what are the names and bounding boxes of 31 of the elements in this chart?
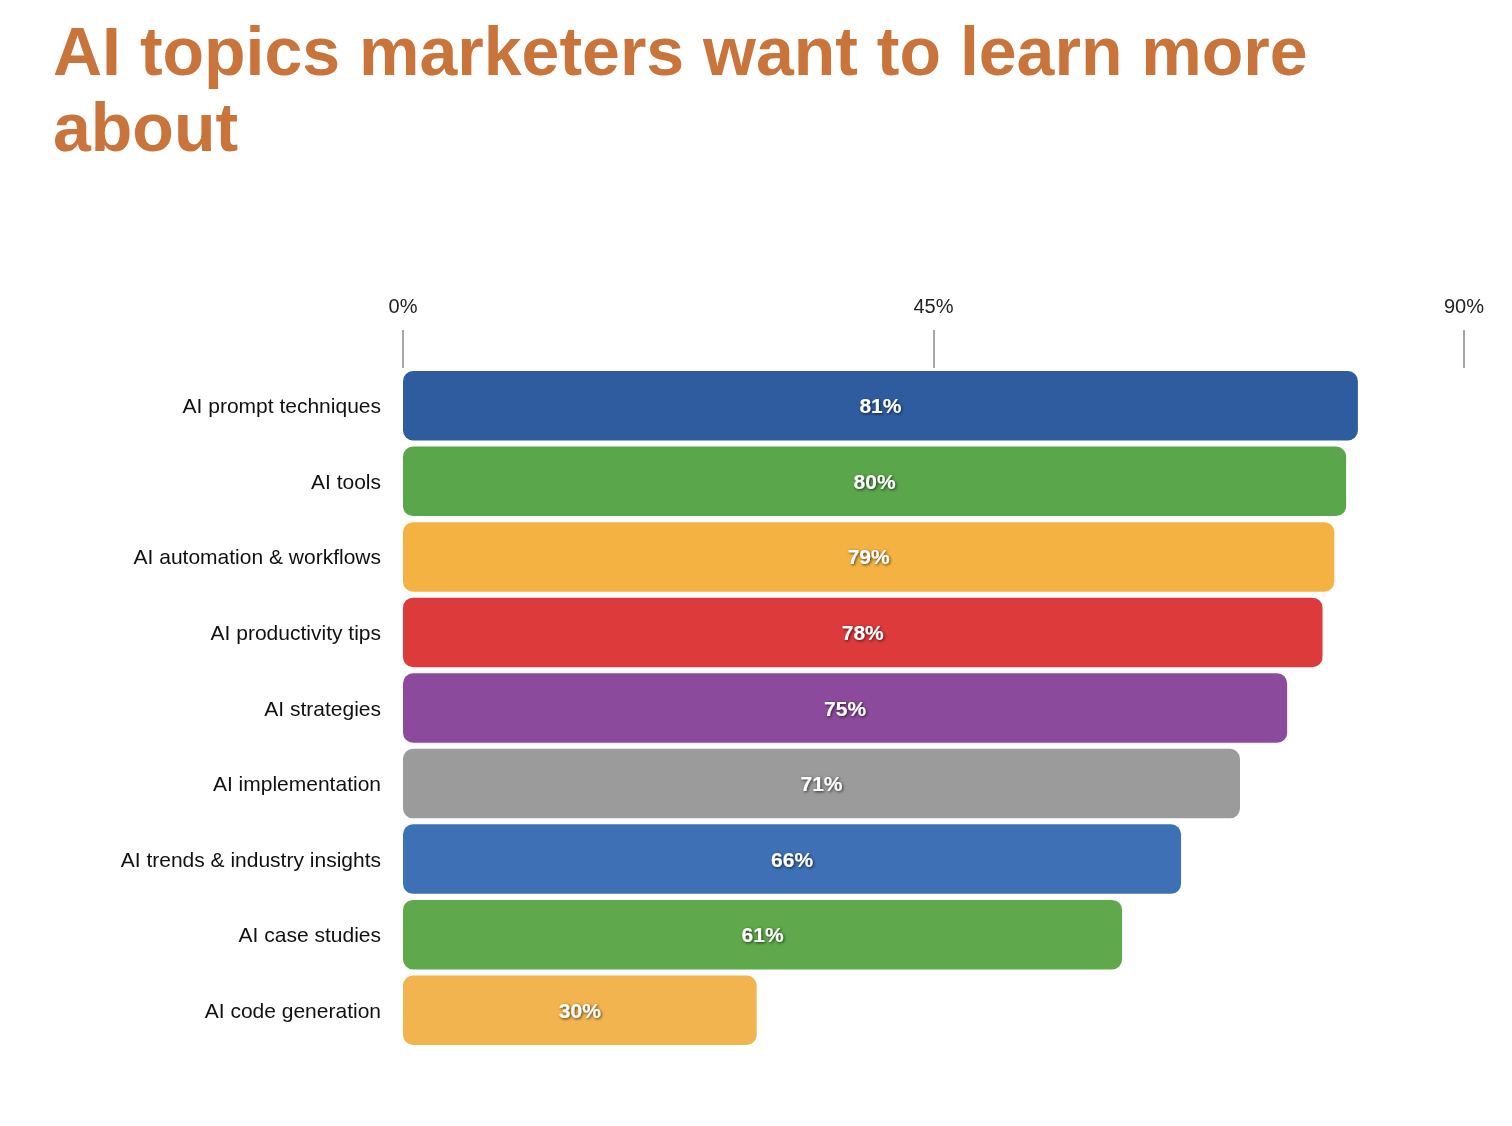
bar xyxy=(403,597,1323,668)
data-label: 79% xyxy=(847,545,890,569)
y-tick-label: AI implementation xyxy=(212,772,381,796)
data-label: 81% xyxy=(859,394,902,418)
y-tick-label: AI automation & workflows xyxy=(133,545,381,569)
bar xyxy=(403,748,1241,819)
x-tick-label: 0% xyxy=(388,295,418,317)
bar xyxy=(403,899,1123,970)
bar xyxy=(403,673,1288,743)
bar xyxy=(403,522,1335,592)
data-label: 80% xyxy=(853,469,896,493)
bar xyxy=(403,824,1182,894)
bar xyxy=(403,446,1347,517)
y-tick-label: AI prompt techniques xyxy=(182,394,381,418)
y-tick-label: AI case studies xyxy=(238,923,381,947)
y-tick-label: AI strategies xyxy=(264,696,381,720)
chart-title: AI topics marketers want to learn more about xyxy=(53,13,1327,165)
data-label: 75% xyxy=(824,696,867,720)
data-label: 61% xyxy=(741,923,784,947)
x-tick-label: 45% xyxy=(913,295,954,317)
data-label: 66% xyxy=(771,847,814,871)
data-label: 71% xyxy=(800,772,843,796)
y-tick-label: AI trends & industry insights xyxy=(120,847,381,871)
data-label: 78% xyxy=(841,620,885,644)
y-tick-label: AI code generation xyxy=(204,998,381,1022)
data-label: 30% xyxy=(558,998,602,1022)
bar xyxy=(403,975,757,1045)
bar xyxy=(403,371,1358,441)
y-tick-label: AI tools xyxy=(310,469,381,493)
x-tick-label: 90% xyxy=(1443,295,1485,317)
y-tick-label: AI productivity tips xyxy=(210,620,381,644)
